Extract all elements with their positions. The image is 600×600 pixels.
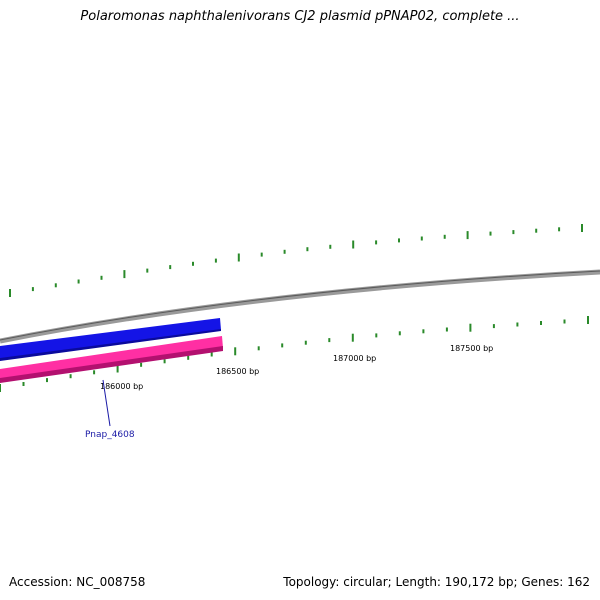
gene-callout-line xyxy=(102,379,111,427)
bp-label-186500: 186500 bp xyxy=(216,367,259,376)
outer-tick-row xyxy=(9,224,583,297)
gene-feature-minus[interactable] xyxy=(0,336,223,383)
genome-backbone xyxy=(0,269,600,344)
map-title: Polaromonas naphthalenivorans CJ2 plasmi… xyxy=(80,9,520,24)
topology-text: Topology: circular; Length: 190,172 bp; … xyxy=(283,575,590,589)
gene-feature-plus[interactable] xyxy=(0,318,221,361)
accession-text: Accession: NC_008758 xyxy=(9,575,146,589)
inner-tick-row xyxy=(0,316,589,392)
bp-label-187000: 187000 bp xyxy=(333,354,376,363)
gene-label-pnap-4608[interactable]: Pnap_4608 xyxy=(85,430,135,440)
bp-label-186000: 186000 bp xyxy=(100,382,143,391)
bp-label-187500: 187500 bp xyxy=(450,344,493,353)
genome-backbone-highlight xyxy=(0,270,600,341)
